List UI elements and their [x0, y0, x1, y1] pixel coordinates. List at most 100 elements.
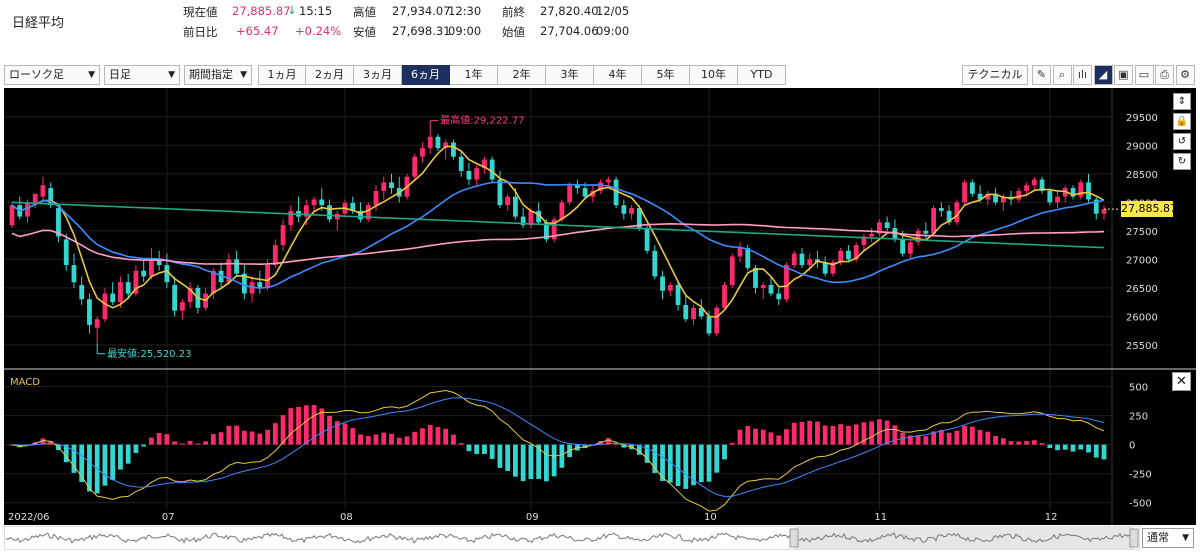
- folder-icon[interactable]: ▭: [1134, 65, 1154, 85]
- macd-tick-label: 250: [1129, 412, 1148, 423]
- stock-chart[interactable]: 2950029000285002800027500270002650026000…: [4, 88, 1196, 525]
- candle-body: [32, 193, 38, 203]
- lock-icon[interactable]: 🔒: [1173, 113, 1191, 130]
- macd-histogram-bar: [652, 444, 658, 473]
- candle-body: [327, 205, 332, 220]
- prev-close-date: 12/05: [596, 4, 630, 18]
- candle-body: [443, 142, 449, 149]
- period-button-4[interactable]: 1年: [450, 65, 498, 85]
- period-button-2[interactable]: 3ヵ月: [354, 65, 402, 85]
- low-label: 安値: [353, 25, 376, 39]
- macd-histogram-bar: [102, 444, 108, 486]
- candle-body: [714, 307, 720, 334]
- caret-down-icon: ▼: [168, 70, 175, 80]
- macd-histogram-bar: [79, 444, 85, 482]
- candle-body: [900, 239, 906, 254]
- candle-body: [753, 267, 758, 288]
- macd-histogram-bar: [931, 431, 937, 445]
- period-button-0[interactable]: 1ヵ月: [258, 65, 306, 85]
- macd-axis: 500 250 0 -250 -500: [1129, 383, 1152, 510]
- navigator-mode-value: 通常: [1147, 531, 1169, 544]
- period-button-5[interactable]: 2年: [498, 65, 546, 85]
- macd-histogram-bar: [210, 434, 216, 445]
- candle-body: [784, 265, 789, 300]
- price-axis: 2950029000285002800027500270002650026000…: [1126, 113, 1158, 352]
- period-select[interactable]: 期間指定 ▼: [184, 65, 252, 85]
- high-label: 高値: [353, 5, 376, 19]
- macd-histogram-bar: [768, 432, 774, 445]
- period-button-7[interactable]: 4年: [594, 65, 642, 85]
- macd-histogram-bar: [799, 422, 805, 445]
- candle-body: [884, 222, 890, 228]
- macd-histogram-bar: [985, 431, 991, 445]
- close-icon[interactable]: ✕: [1172, 372, 1191, 391]
- candle-body: [79, 285, 85, 300]
- collapse-icon[interactable]: ⇕: [1173, 93, 1191, 110]
- range-navigator[interactable]: [4, 526, 1140, 550]
- macd-histogram-bar: [892, 425, 898, 445]
- macd-histogram-bar: [675, 444, 681, 487]
- candle-body: [179, 302, 185, 311]
- candle-body: [807, 259, 813, 266]
- chart-background: [4, 88, 1196, 525]
- candle-body: [63, 239, 69, 266]
- zoom-icon[interactable]: ⌕: [1052, 65, 1072, 85]
- save-icon[interactable]: ▣: [1114, 65, 1133, 85]
- period-button-8[interactable]: 5年: [642, 65, 690, 85]
- candle-body: [559, 202, 565, 220]
- period-button-10[interactable]: YTD: [738, 65, 786, 85]
- redo-icon[interactable]: ↻: [1173, 153, 1191, 170]
- period-button-9[interactable]: 10年: [690, 65, 738, 85]
- candle-body: [822, 262, 828, 274]
- gear-icon[interactable]: ⚙: [1175, 65, 1195, 85]
- technical-button[interactable]: テクニカル: [962, 65, 1028, 85]
- candle-body: [118, 282, 123, 303]
- macd-histogram-bar: [861, 422, 867, 445]
- macd-histogram-bar: [118, 444, 123, 470]
- pencil-icon[interactable]: ✎: [1032, 65, 1051, 85]
- macd-histogram-bar: [474, 444, 480, 454]
- macd-tick-label: 0: [1129, 441, 1135, 452]
- macd-histogram-bar: [1031, 440, 1037, 445]
- macd-histogram-bar: [621, 444, 627, 448]
- candle-body: [799, 253, 805, 266]
- candle-body: [265, 265, 270, 288]
- low-annotation: 最安値:25,520.23: [107, 347, 191, 360]
- date-tick-label: 08: [340, 512, 353, 523]
- macd-histogram-bar: [1078, 444, 1084, 450]
- macd-histogram-bar: [87, 444, 92, 492]
- candle-body: [94, 319, 100, 328]
- macd-histogram-bar: [187, 440, 193, 445]
- period-button-1[interactable]: 2ヵ月: [306, 65, 354, 85]
- candle-body: [644, 228, 650, 251]
- candle-body: [513, 196, 518, 217]
- signal-line: [11, 397, 1105, 497]
- navigator-selection[interactable]: [794, 527, 1134, 549]
- undo-icon[interactable]: ↺: [1173, 133, 1191, 150]
- period-button-6[interactable]: 3年: [546, 65, 594, 85]
- macd-histogram-bar: [1055, 444, 1060, 451]
- macd-histogram-bar: [784, 429, 789, 445]
- candle-chart-icon[interactable]: ılı: [1073, 65, 1092, 85]
- moving-average-line: [11, 222, 1105, 266]
- navigator-right-handle[interactable]: [1129, 528, 1139, 548]
- candle-body: [621, 205, 627, 214]
- chart-type-select[interactable]: ローソク足 ▼: [4, 65, 100, 85]
- macd-histogram-bar: [513, 444, 518, 477]
- macd-histogram-bar: [164, 434, 170, 445]
- period-button-3[interactable]: 6ヵ月: [402, 65, 450, 85]
- area-chart-icon[interactable]: ◢: [1093, 65, 1113, 85]
- macd-histogram-bar: [528, 444, 534, 480]
- interval-select[interactable]: 日足 ▼: [104, 65, 180, 85]
- candle-body: [1055, 196, 1060, 203]
- macd-histogram-bar: [133, 444, 139, 453]
- candle-body: [311, 199, 317, 206]
- candle-body: [272, 245, 278, 266]
- annotations: 最高値:29,222.77 最安値:25,520.23 MACD: [10, 114, 1120, 388]
- candle-body: [435, 136, 441, 149]
- candle-body: [954, 202, 960, 223]
- print-icon[interactable]: ⎙: [1155, 65, 1174, 85]
- macd-histogram-bar: [714, 444, 720, 473]
- navigator-mode-select[interactable]: 通常 ▼: [1142, 528, 1194, 548]
- navigator-left-handle[interactable]: [789, 528, 799, 548]
